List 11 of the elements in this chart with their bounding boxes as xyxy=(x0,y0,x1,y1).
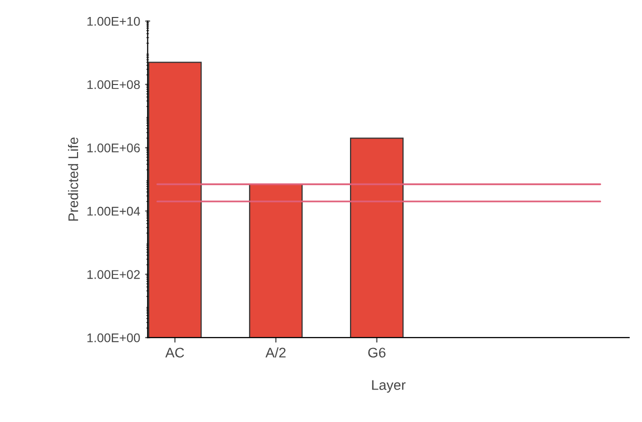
y-tick-label: 1.00E+04 xyxy=(87,206,140,216)
x-tick-label: A/2 xyxy=(265,347,286,358)
x-tick-label: AC xyxy=(165,348,184,358)
y-tick-label: 1.00E+10 xyxy=(87,16,140,26)
y-axis-title: Predicted Life xyxy=(68,138,78,221)
x-tick-label: G6 xyxy=(368,348,386,358)
y-tick-label: 1.00E+06 xyxy=(87,144,140,152)
y-tick-label: 1.00E+02 xyxy=(87,270,140,279)
x-axis-title: Layer xyxy=(372,380,406,393)
y-tick-label: 1.00E+08 xyxy=(87,80,140,90)
y-tick-label: 1.00E+00 xyxy=(87,333,140,342)
